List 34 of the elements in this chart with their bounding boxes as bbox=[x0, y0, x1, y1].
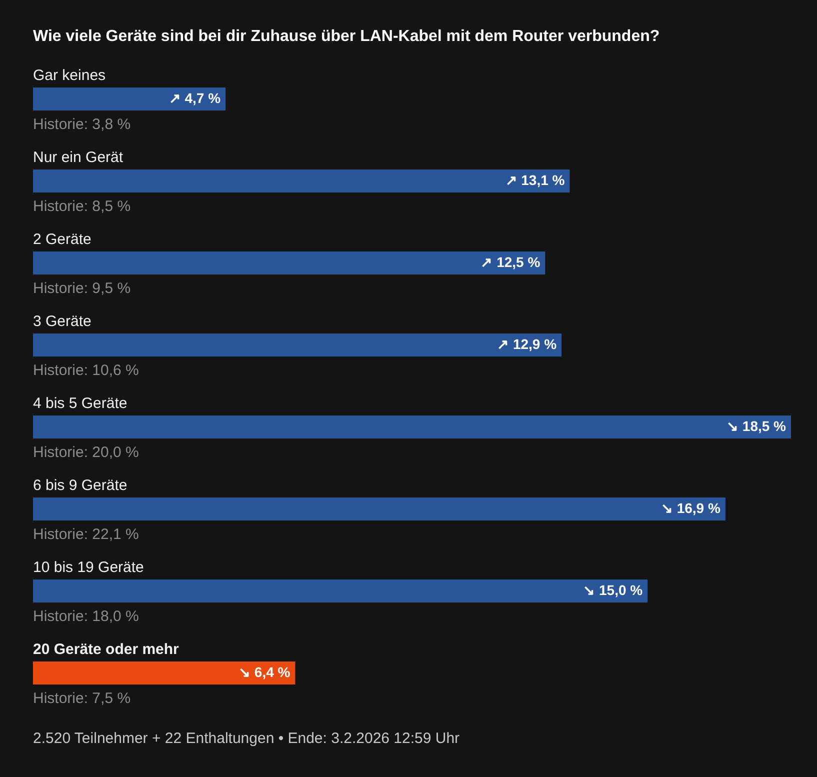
bar bbox=[33, 580, 648, 602]
bar bbox=[33, 88, 226, 110]
data-label: ↘ 16,9 % bbox=[660, 500, 721, 516]
annotation: Historie: 3,8 % bbox=[33, 116, 131, 133]
bar bbox=[33, 416, 791, 438]
data-label: ↘ 6,4 % bbox=[238, 664, 291, 680]
y-tick-label: 20 Geräte oder mehr bbox=[33, 641, 180, 658]
chart-title: Wie viele Geräte sind bei dir Zuhause über LAN-Kabel mit dem Router verbunden? bbox=[33, 28, 660, 45]
annotation: Historie: 22,1 % bbox=[33, 526, 139, 543]
y-tick-label: 4 bis 5 Geräte bbox=[33, 395, 128, 412]
y-tick-label: Gar keines bbox=[33, 67, 106, 84]
y-tick-label: 6 bis 9 Geräte bbox=[33, 477, 128, 494]
annotation: Historie: 8,5 % bbox=[33, 198, 131, 215]
y-tick-label: 2 Geräte bbox=[33, 231, 92, 248]
annotation: Historie: 10,6 % bbox=[33, 362, 139, 379]
y-tick-label: 3 Geräte bbox=[33, 313, 92, 330]
data-label: ↗ 12,9 % bbox=[497, 336, 558, 352]
bar bbox=[33, 498, 726, 520]
annotation: Historie: 20,0 % bbox=[33, 444, 139, 461]
data-label: ↗ 13,1 % bbox=[505, 172, 566, 188]
data-label: ↘ 15,0 % bbox=[583, 582, 644, 598]
data-label: ↗ 12,5 % bbox=[480, 254, 541, 270]
bar bbox=[33, 334, 562, 356]
bar bbox=[33, 662, 296, 684]
y-tick-label: 10 bis 19 Geräte bbox=[33, 559, 144, 576]
text: 2.520 Teilnehmer + 22 Enthaltungen • Ende: 3.2.2026 12:59 Uhr bbox=[33, 730, 460, 747]
y-tick-label: Nur ein Gerät bbox=[33, 149, 124, 166]
data-label: ↘ 18,5 % bbox=[726, 418, 787, 434]
annotation: Historie: 18,0 % bbox=[33, 608, 139, 625]
annotation: Historie: 7,5 % bbox=[33, 690, 131, 707]
data-label: ↗ 4,7 % bbox=[168, 90, 222, 106]
annotation: Historie: 9,5 % bbox=[33, 280, 131, 297]
bar bbox=[33, 170, 570, 192]
bar bbox=[33, 252, 546, 274]
